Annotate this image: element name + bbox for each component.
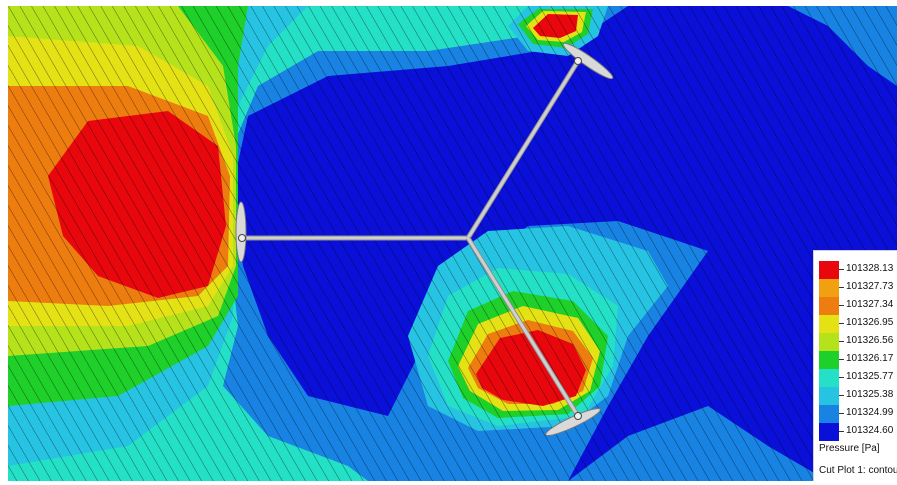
legend-entry: 101328.13 — [819, 261, 897, 279]
legend-swatch — [819, 297, 839, 315]
legend-entry: 101326.17 — [819, 351, 897, 369]
legend-value: 101325.38 — [846, 389, 894, 400]
legend-swatch — [819, 279, 839, 297]
legend-value: 101326.95 — [846, 317, 894, 328]
legend-value: 101326.56 — [846, 335, 894, 346]
legend-entry: 101325.38 — [819, 387, 897, 405]
cfd-viewport[interactable] — [8, 6, 897, 481]
legend-swatch — [819, 315, 839, 333]
legend-unit-label: Pressure [Pa] — [819, 443, 880, 454]
legend-value: 101326.17 — [846, 353, 894, 364]
legend-value: 101325.77 — [846, 371, 894, 382]
legend-swatch — [819, 423, 839, 441]
legend-entry: 101327.73 — [819, 279, 897, 297]
legend-swatch — [819, 261, 839, 279]
pressure-contour-plot — [8, 6, 897, 481]
legend-entry: 101324.60 — [819, 423, 897, 441]
blade-left — [235, 201, 247, 263]
legend-swatch — [819, 405, 839, 423]
legend-swatch — [819, 351, 839, 369]
legend-entry: 101326.95 — [819, 315, 897, 333]
blade-top — [562, 42, 614, 80]
cut-plot-label: Cut Plot 1: contou — [819, 465, 897, 476]
legend-value: 101324.60 — [846, 425, 894, 436]
legend-entry: 101325.77 — [819, 369, 897, 387]
legend-swatch — [819, 369, 839, 387]
legend-swatch — [819, 387, 839, 405]
legend-value: 101324.99 — [846, 407, 894, 418]
legend-value: 101327.34 — [846, 299, 894, 310]
legend-entry: 101327.34 — [819, 297, 897, 315]
blade-bottom — [545, 408, 601, 436]
rotor-assembly — [235, 42, 614, 436]
legend-swatch — [819, 333, 839, 351]
pressure-legend: 101328.13 101327.73 101327.34 101326.95 … — [813, 250, 897, 481]
legend-value: 101328.13 — [846, 263, 894, 274]
legend-entry: 101324.99 — [819, 405, 897, 423]
legend-value: 101327.73 — [846, 281, 894, 292]
legend-entry: 101326.56 — [819, 333, 897, 351]
